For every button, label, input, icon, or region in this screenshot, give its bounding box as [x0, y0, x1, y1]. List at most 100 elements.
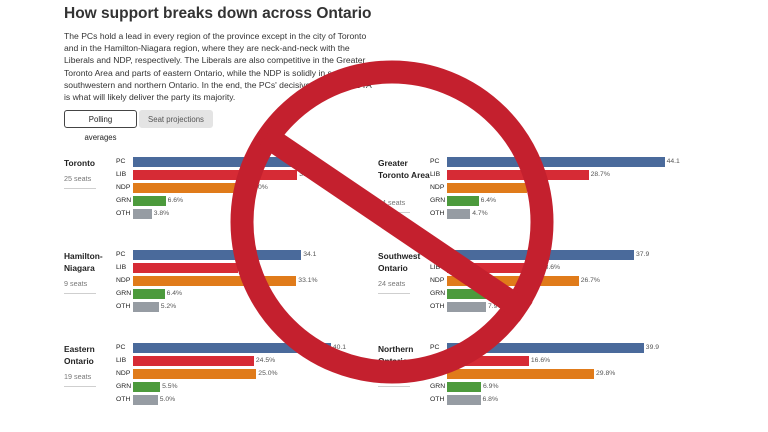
region-chart: Northern Ontario 13 seats PC 39.9 LIB 16.6% ND…	[378, 343, 678, 413]
data-label: 40.1	[332, 344, 347, 351]
tab-seat-projections[interactable]: Seat projections	[139, 110, 213, 128]
bar-row: PC 40.1	[116, 343, 366, 353]
data-label: 4.7%	[472, 210, 488, 217]
bar-row: PC 34.1	[116, 250, 366, 260]
region-name: Eastern Ontario	[64, 344, 95, 366]
party-label: GRN	[430, 197, 446, 204]
bar-row: OTH 5.2%	[116, 302, 366, 312]
bar-grn	[447, 196, 479, 206]
tab-polling-averages[interactable]: Polling averages	[64, 110, 137, 142]
party-label: OTH	[116, 210, 131, 217]
region-seats: 13 seats	[378, 372, 406, 381]
data-label: 37.9	[636, 251, 650, 258]
party-label: OTH	[430, 210, 445, 217]
bar-ndp	[133, 183, 247, 193]
view-tabs: Polling averages Seat projections	[64, 110, 213, 142]
bar-row: PC 33.4	[116, 157, 366, 167]
data-label: 29.8%	[596, 370, 616, 377]
bar-oth	[133, 302, 159, 312]
region-divider	[64, 386, 96, 387]
bar-lib	[133, 263, 238, 273]
bar-row: PC 44.1	[430, 157, 680, 167]
bar-row: GRN 6.9%	[430, 382, 680, 392]
region-seats: 24 seats	[378, 279, 406, 288]
bar-row: NDP 33.1%	[116, 276, 366, 286]
data-label: 24.5%	[255, 357, 276, 364]
region-divider	[378, 386, 410, 387]
data-label: 6.4%	[166, 290, 183, 297]
data-label: 7.9%	[488, 303, 504, 310]
bar-row: NDP 29.8%	[430, 369, 680, 379]
party-label: NDP	[116, 277, 131, 284]
party-label: NDP	[116, 184, 131, 191]
party-label: OTH	[116, 396, 131, 403]
bar-oth	[447, 395, 481, 405]
bar-pc	[447, 157, 665, 167]
bar-ndp	[133, 276, 297, 286]
bar-row: NDP 25.0%	[116, 369, 366, 379]
bar-row: GRN 6.4%	[430, 196, 680, 206]
bar-row: GRN 6.4%	[116, 289, 366, 299]
party-label: GRN	[116, 197, 132, 204]
bar-row: OTH 6.8%	[430, 395, 680, 405]
bar-lib	[447, 356, 529, 366]
region-chart: Eastern Ontario 19 seats PC 40.1 LIB 24.5% NDP…	[64, 343, 364, 413]
bar-pc	[447, 343, 644, 353]
party-label: LIB	[116, 171, 127, 178]
region-name: Toronto	[64, 158, 96, 168]
data-label: 16.	[529, 184, 539, 191]
party-label: LIB	[116, 264, 127, 271]
bar-row: OTH 4.7%	[430, 209, 680, 219]
bar-ndp	[447, 183, 528, 193]
party-label: NDP	[430, 184, 445, 191]
bar-lib	[133, 356, 254, 366]
bar-row: NDP 23.0%	[116, 183, 366, 193]
data-label: 5.5%	[162, 383, 178, 390]
data-label: 6.6%	[167, 197, 184, 204]
data-label: 5.0%	[159, 396, 176, 403]
bar-oth	[133, 395, 158, 405]
bar-pc	[133, 250, 302, 260]
data-label: 33.4	[299, 158, 314, 165]
bar-row: LIB 18.6%	[430, 263, 680, 273]
data-label: 23.0%	[248, 184, 268, 191]
party-label: OTH	[430, 396, 445, 403]
bar-ndp	[447, 369, 594, 379]
party-label: LIB	[116, 357, 127, 364]
bar-row: GRN 5.5%	[116, 382, 366, 392]
data-label: 33.3	[299, 171, 313, 178]
data-label: 6.4%	[480, 197, 497, 204]
region-seats: 34 seats	[378, 198, 406, 207]
bar-row: NDP 16.	[430, 183, 680, 193]
data-label: 18.6%	[540, 264, 561, 271]
bar-grn	[447, 382, 481, 392]
bar-lib	[447, 263, 539, 273]
data-label: 33.1%	[298, 277, 318, 284]
data-label: 25.0%	[258, 370, 278, 377]
bar-row: LIB 28.7%	[430, 170, 680, 180]
region-seats: 19 seats	[64, 372, 92, 381]
bar-grn	[133, 382, 161, 392]
bar-oth	[447, 302, 486, 312]
bar-pc	[133, 157, 298, 167]
bar-row: LIB 16.6%	[430, 356, 680, 366]
bar-grn	[133, 196, 166, 206]
bar-lib	[447, 170, 589, 180]
region-divider	[378, 212, 410, 213]
bar-grn	[447, 289, 492, 299]
party-label: NDP	[430, 370, 445, 377]
party-label: OTH	[116, 303, 131, 310]
bar-row: OTH 3.8%	[116, 209, 366, 219]
data-label: 21.2%	[239, 264, 259, 271]
party-label: NDP	[430, 277, 445, 284]
bar-row: PC 37.9	[430, 250, 680, 260]
region-seats: 9 seats	[64, 279, 88, 288]
party-label: NDP	[116, 370, 131, 377]
data-label: 34.1	[303, 251, 317, 258]
data-label: 39.9	[645, 344, 660, 351]
region-name: Southwest Ontario	[378, 251, 421, 273]
data-label: 26.7%	[580, 277, 600, 284]
region-chart: Hamilton-Niagara 9 seats PC 34.1 LIB 21.2% NDP…	[64, 250, 364, 320]
party-label: GRN	[116, 383, 132, 390]
bar-ndp	[447, 276, 579, 286]
